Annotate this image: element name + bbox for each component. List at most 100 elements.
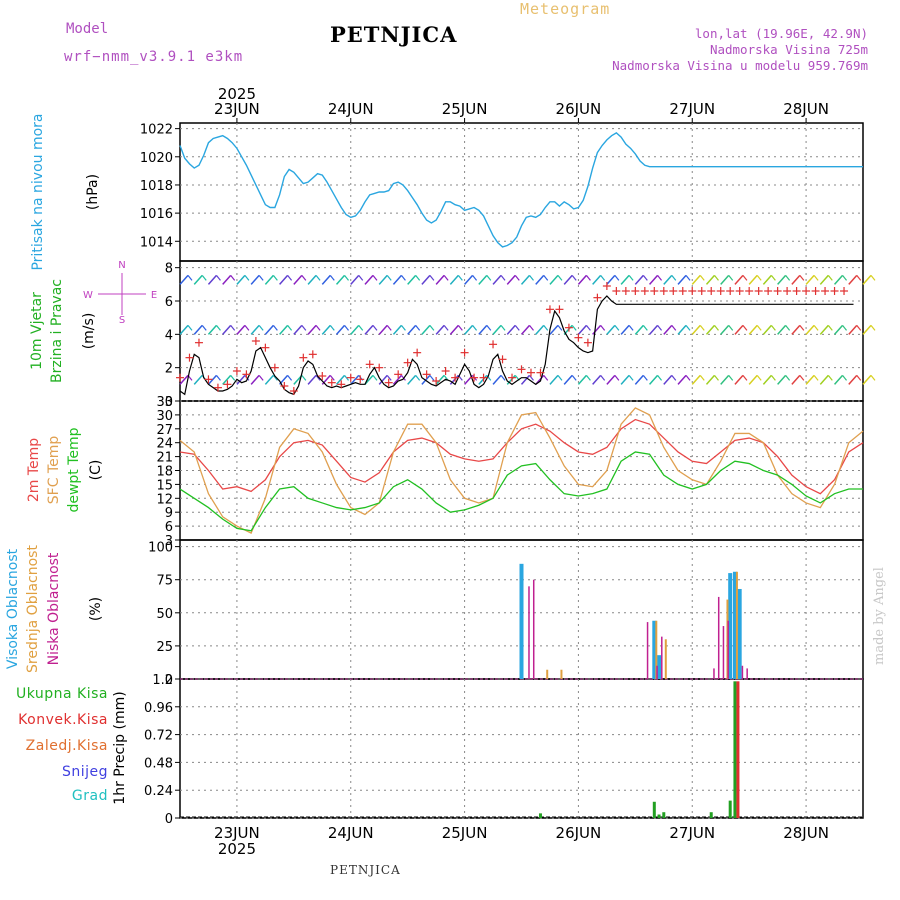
y-tick-label: 4 bbox=[165, 328, 173, 343]
wind-barb bbox=[577, 274, 587, 285]
precip-bar bbox=[709, 812, 713, 818]
wind-barb-flag bbox=[429, 324, 435, 331]
precip-bar bbox=[728, 800, 732, 818]
wind-barb bbox=[435, 374, 445, 385]
wind-barb-flag bbox=[543, 324, 549, 331]
precip-bar bbox=[736, 681, 740, 818]
y-tick-label: 0 bbox=[165, 673, 173, 688]
cloud-bar bbox=[741, 665, 744, 679]
wind-barb bbox=[506, 324, 516, 335]
wind-barb bbox=[421, 324, 431, 335]
y-tick-label: 1018 bbox=[140, 179, 173, 194]
model-altitude-label: Nadmorska Visina u modelu 959.769m bbox=[612, 58, 868, 73]
wind-barb-flag bbox=[372, 324, 378, 331]
wind-barb-flag bbox=[415, 274, 421, 281]
wind-barb bbox=[222, 324, 232, 335]
wind-barb-flag bbox=[585, 374, 591, 381]
wind-barb bbox=[535, 324, 545, 335]
wind-barb-flag bbox=[728, 374, 734, 381]
wind-barb-flag bbox=[215, 274, 221, 281]
cloud-bar bbox=[661, 636, 663, 679]
wind-barb-flag bbox=[500, 374, 506, 381]
wind-barb-flag bbox=[457, 324, 463, 331]
wind-barb bbox=[364, 324, 374, 335]
cloud-bar bbox=[717, 596, 720, 679]
compass-north: N bbox=[118, 260, 125, 271]
wind-barb-flag bbox=[201, 274, 207, 281]
wind-barb-flag bbox=[785, 274, 791, 281]
temp-line-2 bbox=[179, 451, 863, 532]
y-tick-label: 2 bbox=[165, 362, 173, 377]
wind-barb bbox=[734, 374, 744, 385]
wind-barb bbox=[606, 274, 616, 285]
wind-barb bbox=[649, 274, 659, 285]
wind-barb bbox=[506, 274, 516, 285]
wind-barb bbox=[862, 324, 872, 335]
temp-label-sfc: SFC Temp bbox=[46, 436, 62, 505]
cloud-bar bbox=[735, 571, 738, 679]
wind-barb bbox=[677, 374, 687, 385]
precip-bar bbox=[733, 681, 737, 818]
wind-barb-flag bbox=[699, 274, 705, 281]
wind-barb-flag bbox=[301, 274, 307, 281]
wind-barb-flag bbox=[614, 374, 620, 381]
precip-legend-item: Zaledj.Kisa bbox=[26, 738, 108, 754]
wind-barb-flag bbox=[258, 374, 264, 381]
wind-barb-flag bbox=[358, 324, 364, 331]
y-tick-label: 100 bbox=[148, 541, 173, 556]
wind-barb-flag bbox=[657, 274, 663, 281]
wind-barb-flag bbox=[315, 324, 321, 331]
wind-barb bbox=[819, 324, 829, 335]
wind-barb bbox=[705, 374, 716, 385]
wind-barb-flag bbox=[742, 374, 748, 381]
station-title: PETNJICA bbox=[330, 22, 458, 47]
wind-barb bbox=[535, 274, 545, 285]
wind-barb bbox=[193, 274, 203, 285]
wind-barb bbox=[279, 324, 289, 335]
wind-barb-flag bbox=[827, 274, 833, 281]
wind-barb-flag bbox=[287, 374, 293, 381]
wind-barb bbox=[449, 274, 459, 285]
y-tick-label: 50 bbox=[156, 607, 173, 622]
wind-barb-flag bbox=[429, 274, 435, 281]
wind-barb bbox=[819, 274, 829, 285]
wind-barb bbox=[862, 374, 872, 385]
wind-barb bbox=[649, 324, 659, 335]
wind-barb bbox=[449, 374, 459, 385]
wind-barb bbox=[350, 374, 360, 385]
wind-barb-flag bbox=[671, 274, 677, 281]
wind-barb-flag bbox=[571, 274, 577, 281]
y-tick-label: 1014 bbox=[140, 235, 173, 250]
wind-barb bbox=[634, 374, 644, 385]
pressure-line bbox=[179, 131, 863, 248]
wind-barb bbox=[321, 274, 331, 285]
cloud-bar bbox=[722, 626, 725, 679]
wind-barb-flag bbox=[400, 274, 406, 281]
y-tick-label: 21 bbox=[156, 451, 173, 466]
precip-bar bbox=[657, 814, 661, 818]
cloud-bar bbox=[652, 620, 657, 679]
wind-barb-flag bbox=[856, 274, 862, 281]
bottom-year-label: 2025 bbox=[218, 840, 256, 858]
wind-barb bbox=[421, 274, 431, 285]
wind-barb-flag bbox=[842, 374, 848, 381]
wind-barb bbox=[720, 324, 730, 335]
wind-barb bbox=[620, 324, 630, 335]
wind-barb-flag bbox=[657, 324, 663, 331]
temp-line-1 bbox=[179, 407, 864, 534]
wind-barb bbox=[848, 274, 858, 285]
wind-barb bbox=[862, 274, 872, 285]
wind-barb bbox=[222, 274, 232, 285]
wind-barb-flag bbox=[756, 374, 762, 381]
wind-barb bbox=[563, 274, 573, 285]
wind-barb-flag bbox=[500, 274, 506, 281]
wind-barb bbox=[407, 374, 417, 385]
wind-barb-flag bbox=[714, 324, 719, 331]
y-tick-label: 0.96 bbox=[144, 701, 173, 716]
wind-barb-flag bbox=[386, 274, 392, 281]
wind-barb-flag bbox=[585, 274, 591, 281]
y-tick-label: 30 bbox=[156, 409, 173, 424]
wind-barb-flag bbox=[799, 374, 805, 381]
wind-barb-flag bbox=[315, 374, 321, 381]
